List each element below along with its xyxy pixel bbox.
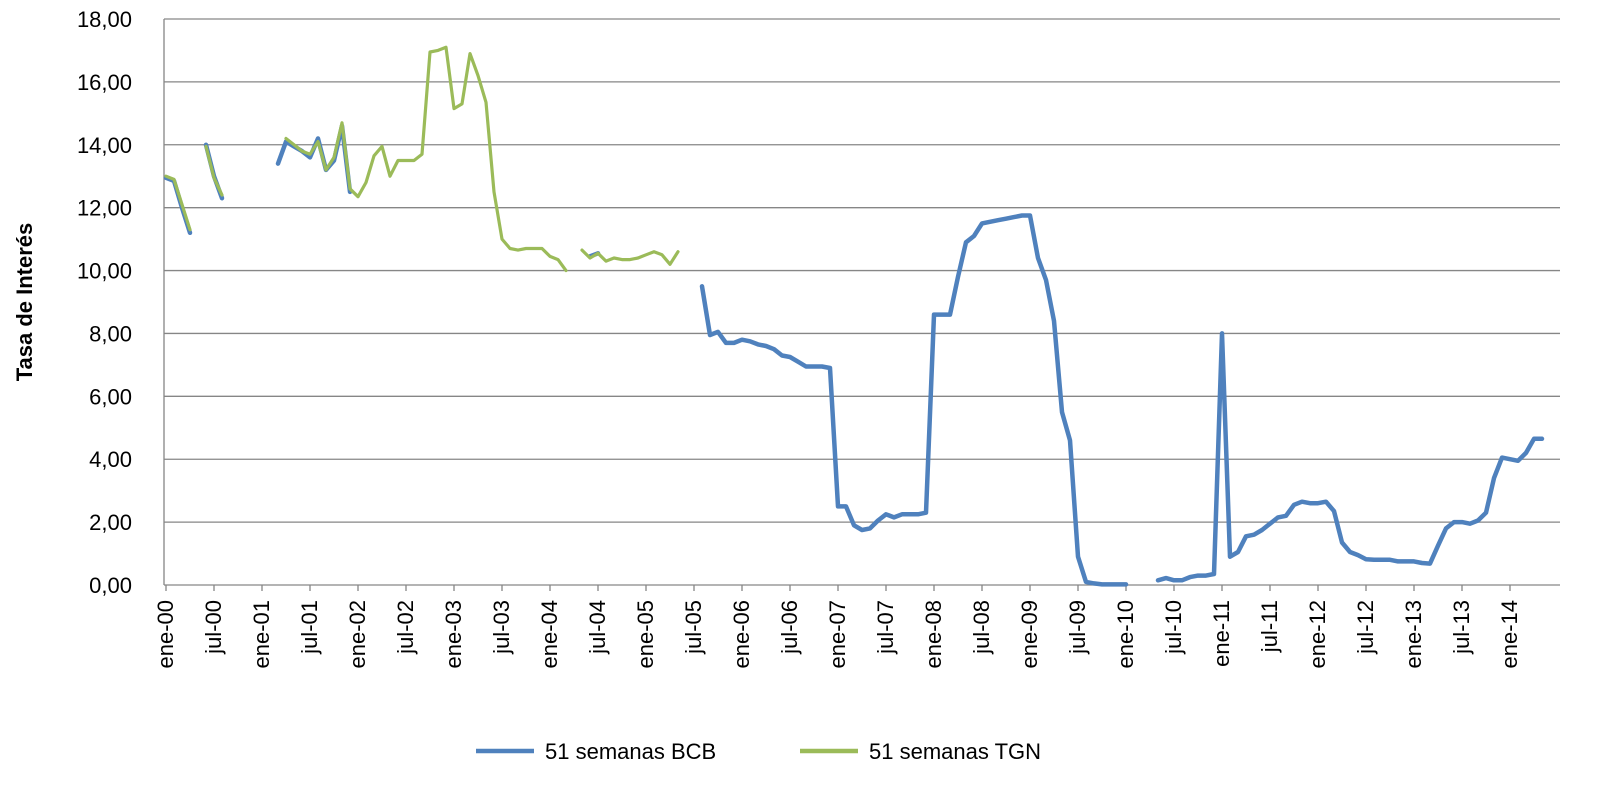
series-line-bcb	[1155, 331, 1545, 583]
y-tick-labels: 0,00 2,00 4,00 6,00 8,00 10,00 12,00 14,00 16,00…	[77, 7, 132, 598]
y-tick-label: 12,00	[77, 196, 132, 221]
x-tick-label: ene-11	[1209, 600, 1234, 667]
x-tick-label: jul-12	[1353, 600, 1378, 655]
x-tick-label: ene-06	[729, 600, 754, 669]
y-tick-label: 2,00	[89, 510, 132, 535]
series-line-tgn	[204, 144, 224, 197]
x-tick-label: jul-02	[393, 600, 418, 655]
series-line-tgn	[580, 248, 680, 266]
x-tick-label: jul-10	[1161, 600, 1186, 655]
gridlines	[164, 18, 1560, 523]
x-tick-label: jul-06	[777, 600, 802, 655]
y-axis-label: Tasa de Interés	[12, 223, 37, 382]
x-tick-label: ene-00	[153, 600, 178, 669]
x-tick-label: jul-11	[1257, 600, 1282, 653]
x-tick-label: ene-05	[633, 600, 658, 669]
x-tick-label: ene-12	[1305, 600, 1330, 669]
y-tick-label: 6,00	[89, 384, 132, 409]
x-tick-label: jul-03	[489, 600, 514, 655]
y-tick-label: 16,00	[77, 70, 132, 95]
x-tick-label: ene-13	[1401, 600, 1426, 669]
series-line-tgn	[164, 174, 192, 232]
y-tick-label: 18,00	[77, 7, 132, 32]
x-tick-label: ene-14	[1497, 600, 1522, 669]
x-tick-label: ene-01	[249, 600, 274, 669]
x-tick-label: ene-08	[921, 600, 946, 669]
legend-label: 51 semanas BCB	[545, 739, 716, 764]
y-tick-label: 8,00	[89, 321, 132, 346]
x-tick-label: ene-10	[1113, 600, 1138, 669]
x-tick-label: ene-09	[1017, 600, 1042, 669]
axes	[163, 19, 1560, 591]
x-tick-label: jul-13	[1449, 600, 1474, 655]
y-tick-label: 14,00	[77, 133, 132, 158]
y-tick-label: 10,00	[77, 259, 132, 284]
x-tick-label: jul-05	[681, 600, 706, 655]
legend-label: 51 semanas TGN	[869, 739, 1041, 764]
x-tick-label: jul-07	[873, 600, 898, 655]
y-tick-label: 4,00	[89, 447, 132, 472]
x-tick-label: jul-01	[297, 600, 322, 655]
x-tick-label: ene-02	[345, 600, 370, 669]
y-tick-label: 0,00	[89, 573, 132, 598]
x-tick-labels: ene-00 jul-00 ene-01 jul-01 ene-02 jul-02 ene-…	[153, 600, 1522, 669]
x-tick-label: ene-03	[441, 600, 466, 669]
x-tick-label: jul-08	[969, 600, 994, 655]
x-tick-label: ene-07	[825, 600, 850, 669]
series-line-tgn	[284, 45, 568, 273]
series-line-bcb	[163, 175, 193, 236]
x-tick-label: ene-04	[537, 600, 562, 669]
x-tick-label: jul-00	[201, 600, 226, 655]
x-tick-label: jul-04	[585, 600, 610, 655]
x-tick-label: jul-09	[1065, 600, 1090, 655]
series-line-bcb	[699, 213, 1129, 587]
series-lines	[163, 45, 1545, 587]
legend: 51 semanas BCB 51 semanas TGN	[476, 739, 1041, 764]
